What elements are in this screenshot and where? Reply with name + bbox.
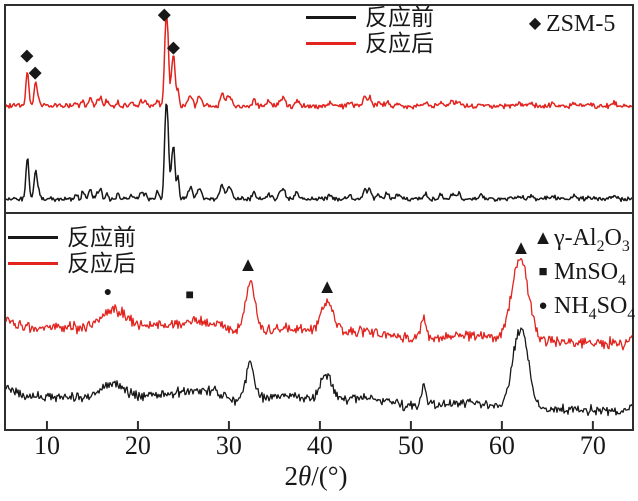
legend-bottom-panel: 反应前 反应后 <box>8 224 136 276</box>
legend-item-before-reaction: 反应前 <box>306 4 434 30</box>
legend-line-black <box>8 235 58 239</box>
axis-title-prefix: 2 <box>284 461 298 491</box>
phase-item-zsm5: ◆ ZSM-5 <box>524 10 616 38</box>
phase-item-nh4so4: ● NH4SO4 <box>532 289 635 323</box>
trace-alumina-before-reaction <box>5 327 633 417</box>
legend-line-red <box>8 261 58 265</box>
phase-label-mnso4: MnSO4 <box>554 259 626 288</box>
legend-label-before-reaction: 反应前 <box>67 224 136 250</box>
trace-zsm5-before-reaction <box>5 103 633 203</box>
axis-title-suffix: /(°) <box>311 461 348 491</box>
legend-item-after-reaction: 反应后 <box>306 30 434 56</box>
legend-line-red <box>306 41 356 45</box>
legend-line-black <box>306 15 356 19</box>
formula-text: SO <box>596 293 628 319</box>
phase-item-gamma-alumina: ▲ γ-Al2O3 <box>532 221 635 255</box>
phase-label-nh4so4: NH4SO4 <box>554 293 635 322</box>
axis-title-theta: θ <box>297 461 312 491</box>
phase-label-gamma-alumina: γ-Al2O3 <box>554 225 630 254</box>
phase-legend-bottom: ▲ γ-Al2O3 ■ MnSO4 ● NH4SO4 <box>532 221 635 323</box>
plot-frame <box>4 4 634 431</box>
trace-zsm5-after-reaction <box>5 15 633 110</box>
formula-text: γ-Al <box>554 225 597 251</box>
formula-subscript: 4 <box>588 305 597 323</box>
x-axis-title: 2θ/(°) <box>284 463 347 490</box>
formula-text: O <box>604 225 622 251</box>
legend-label-before-reaction: 反应前 <box>365 4 434 30</box>
phase-legend-top: ◆ ZSM-5 <box>524 10 616 38</box>
square-icon: ■ <box>538 263 548 280</box>
legend-item-after-reaction: 反应后 <box>8 250 136 276</box>
legend-item-before-reaction: 反应前 <box>8 224 136 250</box>
formula-subscript: 4 <box>618 271 626 289</box>
legend-top-panel: 反应前 反应后 <box>306 4 434 56</box>
legend-label-after-reaction: 反应后 <box>67 250 136 276</box>
circle-icon: ● <box>538 297 548 314</box>
formula-subscript: 4 <box>627 305 636 323</box>
formula-text: MnSO <box>554 259 619 285</box>
phase-item-mnso4: ■ MnSO4 <box>532 255 635 289</box>
formula-subscript: 2 <box>596 237 605 255</box>
diamond-icon: ◆ <box>528 15 542 32</box>
triangle-icon: ▲ <box>533 227 553 249</box>
trace-alumina-after-reaction <box>5 257 633 351</box>
legend-label-after-reaction: 反应后 <box>365 30 434 56</box>
phase-label-zsm5: ZSM-5 <box>546 11 616 37</box>
formula-text: NH <box>554 293 589 319</box>
formula-subscript: 3 <box>621 237 630 255</box>
